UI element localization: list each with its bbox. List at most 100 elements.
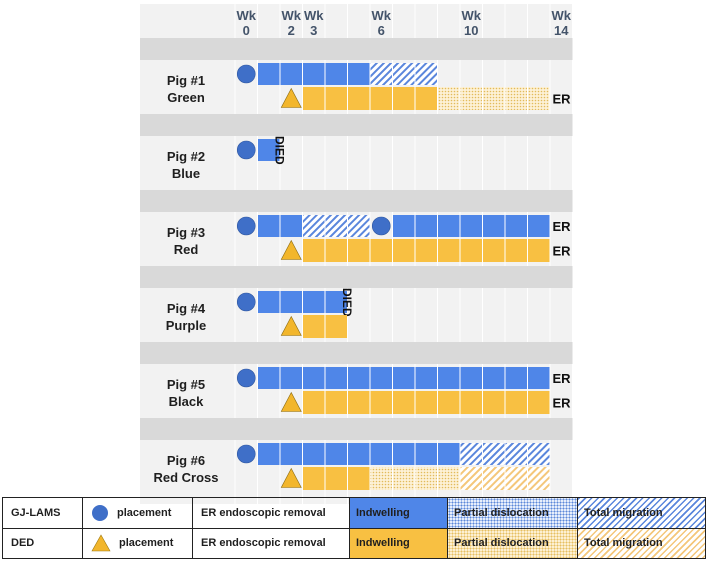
week-label-number: 0: [243, 23, 250, 38]
pig-name: Pig #4: [167, 301, 206, 316]
gj-lams-lane: DIED: [236, 288, 354, 317]
pig-name: Pig #6: [167, 453, 205, 468]
pig-name: Pig #5: [167, 377, 205, 392]
legend-device-label: GJ-LAMS: [2, 497, 83, 529]
week-label-number: 2: [288, 23, 295, 38]
segment-cell-indwelling: [393, 87, 415, 110]
pig-label: Pig #1 Green: [167, 73, 205, 105]
segment-cell-indwelling: [393, 239, 415, 262]
segment-cell-indwelling: [280, 367, 302, 389]
segment-cell-indwelling: [280, 443, 302, 465]
segment-cell-migration: [528, 467, 550, 490]
segment-cell-indwelling: [280, 215, 302, 237]
legend-row-ded: DED placement ER endoscopic removal Indw…: [2, 527, 706, 559]
segment-cell-indwelling: [325, 315, 347, 338]
segment-cell-indwelling: [303, 239, 325, 262]
segment-cell-indwelling: [348, 239, 370, 262]
segment-cell-indwelling: [528, 215, 550, 237]
segment-cell-indwelling: [438, 239, 460, 262]
segment-cell-indwelling: [325, 291, 347, 313]
segment-cell-indwelling: [280, 291, 302, 313]
segment-cell-indwelling: [505, 367, 527, 389]
ded-lane: ER: [280, 239, 571, 262]
gj-lams-lane: ER: [236, 215, 571, 237]
segment-cell-migration: [415, 63, 437, 85]
segment-cell-indwelling: [528, 239, 550, 262]
week-label-wk: Wk: [552, 8, 572, 23]
week-label-number: 3: [310, 23, 317, 38]
segment-cell-migration: [348, 215, 370, 237]
legend-placement-label: placement: [119, 537, 174, 550]
segment-cell-indwelling: [415, 215, 437, 237]
legend-removal-label: ER endoscopic removal: [192, 527, 350, 559]
legend-row-gj-lams: GJ-LAMS placement ER endoscopic removal …: [2, 497, 706, 529]
segment-cell-indwelling: [528, 391, 550, 414]
segment-cell-indwelling: [460, 215, 482, 237]
segment-cell-indwelling: [258, 215, 280, 237]
week-label-number: 10: [464, 23, 478, 38]
segment-cell-migration: [460, 443, 482, 465]
ded-lane: ER: [280, 87, 571, 110]
segment-cell-partial: [370, 467, 392, 490]
week-label-wk: Wk: [282, 8, 302, 23]
segment-cell-indwelling: [415, 391, 437, 414]
pig-color-name: Black: [169, 394, 204, 409]
separator-band: [140, 418, 573, 440]
endoscopic-removal-label: ER: [552, 92, 571, 107]
placement-triangle-marker: [280, 315, 302, 336]
segment-cell-indwelling: [415, 87, 437, 110]
ded-lane: ER: [280, 391, 571, 414]
legend-device-label: DED: [2, 527, 83, 559]
legend-migration-swatch: Total migration: [578, 528, 705, 558]
triangle-icon: [91, 534, 111, 552]
pig-label: Pig #3 Red: [167, 225, 205, 257]
segment-cell-indwelling: [438, 215, 460, 237]
legend-indwelling-swatch: Indwelling: [350, 528, 447, 558]
segment-cell-partial: [393, 467, 415, 490]
segment-cell-indwelling: [370, 367, 392, 389]
placement-triangle-marker: [280, 391, 302, 412]
endoscopic-removal-label: ER: [552, 244, 571, 259]
segment-cell-migration: [325, 215, 347, 237]
legend-table: GJ-LAMS placement ER endoscopic removal …: [2, 497, 706, 559]
pig-name: Pig #3: [167, 225, 205, 240]
week-label-wk: Wk: [304, 8, 324, 23]
pig-label: Pig #6 Red Cross: [153, 453, 218, 485]
separator-band: [140, 114, 573, 136]
segment-cell-indwelling: [325, 443, 347, 465]
segment-cell-indwelling: [505, 215, 527, 237]
segment-cell-migration: [528, 443, 550, 465]
segment-cell-indwelling: [303, 87, 325, 110]
gj-lams-lane: [236, 443, 550, 465]
placement-circle-marker: [236, 216, 256, 236]
segment-cell-indwelling: [258, 63, 280, 85]
pig-label: Pig #4 Purple: [166, 301, 206, 333]
placement-triangle-marker: [280, 239, 302, 260]
segment-cell-partial: [505, 87, 527, 110]
legend-migration-swatch: Total migration: [578, 498, 705, 528]
segment-cell-indwelling: [505, 391, 527, 414]
segment-cell-migration: [505, 443, 527, 465]
pig-color-name: Red Cross: [153, 470, 218, 485]
gj-lams-lane: ER: [236, 367, 571, 389]
segment-cell-migration: [393, 63, 415, 85]
week-label-wk: Wk: [237, 8, 257, 23]
segment-cell-indwelling: [370, 443, 392, 465]
segment-cell-partial: [528, 87, 550, 110]
segment-cell-indwelling: [258, 139, 280, 161]
segment-cell-indwelling: [393, 391, 415, 414]
separator-band: [140, 266, 573, 288]
segment-cell-indwelling: [370, 87, 392, 110]
segment-cell-partial: [460, 87, 482, 110]
segment-cell-partial: [438, 467, 460, 490]
segment-cell-migration: [483, 467, 505, 490]
segment-cell-partial: [483, 87, 505, 110]
segment-cell-migration: [483, 443, 505, 465]
legend-removal-label: ER endoscopic removal: [192, 497, 350, 529]
ded-lane: [280, 467, 550, 490]
segment-cell-indwelling: [303, 291, 325, 313]
segment-cell-migration: [460, 467, 482, 490]
legend-partial-swatch: Partial dislocation: [448, 528, 577, 558]
died-label: DIED: [272, 136, 286, 165]
